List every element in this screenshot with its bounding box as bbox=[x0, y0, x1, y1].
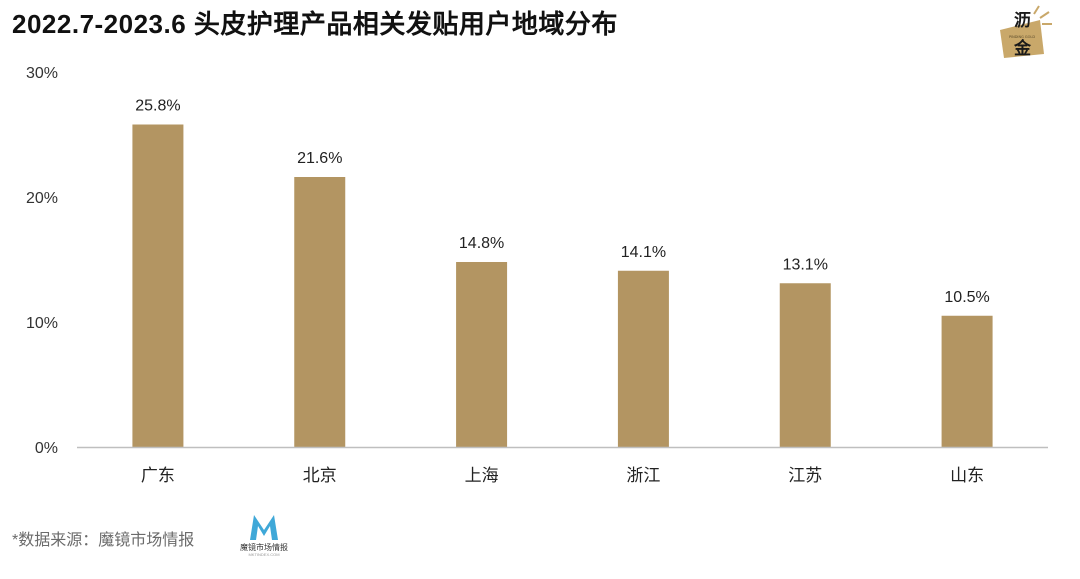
x-axis: 广东 北京 上海 浙江 江苏 山东 bbox=[141, 466, 984, 485]
bar bbox=[941, 315, 993, 447]
bar bbox=[294, 177, 346, 447]
source-logo-mark bbox=[250, 515, 278, 540]
bar bbox=[617, 270, 669, 447]
bar bbox=[456, 262, 508, 447]
y-tick-label: 20% bbox=[26, 190, 58, 207]
bars-group: 25.8% 21.6% 14.8% 14.1% 13.1% 10.5% bbox=[132, 98, 993, 447]
x-tick-label: 江苏 bbox=[788, 466, 822, 485]
bar-value-label: 10.5% bbox=[944, 289, 989, 306]
bar bbox=[132, 124, 184, 447]
y-tick-label: 0% bbox=[35, 440, 58, 457]
source-logo: 魔镜市场情报 MKTINDEX.COM bbox=[236, 512, 292, 557]
bar-value-label: 25.8% bbox=[135, 98, 180, 115]
bar-value-label: 14.1% bbox=[621, 244, 666, 261]
logo-gold-shape bbox=[1000, 20, 1044, 58]
logo-ray bbox=[1039, 11, 1050, 19]
brand-logo-graphic: 沥 PINDING GOLD 金 bbox=[1000, 5, 1052, 59]
x-tick-label: 浙江 bbox=[626, 466, 660, 485]
page-title: 2022.7-2023.6 头皮护理产品相关发贴用户地域分布 bbox=[12, 9, 618, 39]
x-tick-label: 山东 bbox=[950, 466, 984, 485]
brand-name-bottom: 金 bbox=[1013, 38, 1032, 59]
brand-logo: 沥 PINDING GOLD 金 bbox=[994, 4, 1056, 62]
y-tick-label: 10% bbox=[26, 315, 58, 332]
bar-value-label: 13.1% bbox=[783, 256, 828, 273]
x-tick-label: 上海 bbox=[465, 466, 499, 485]
bar-value-label: 21.6% bbox=[297, 150, 342, 167]
logo-ray bbox=[1033, 5, 1040, 15]
brand-name-top: 沥 bbox=[1014, 11, 1031, 31]
y-axis: 0% 10% 20% 30% bbox=[26, 65, 58, 457]
data-source-note: *数据来源：魔镜市场情报 bbox=[12, 532, 195, 549]
source-logo-sublabel: MKTINDEX.COM bbox=[248, 552, 280, 557]
brand-sub-text: PINDING GOLD bbox=[1009, 35, 1035, 39]
bar bbox=[779, 283, 831, 447]
x-tick-label: 广东 bbox=[141, 466, 175, 485]
x-tick-label: 北京 bbox=[303, 466, 337, 485]
bar-value-label: 14.8% bbox=[459, 235, 504, 252]
y-tick-label: 30% bbox=[26, 65, 58, 82]
m-letter-icon bbox=[250, 515, 278, 540]
source-logo-label: 魔镜市场情报 bbox=[240, 543, 288, 552]
